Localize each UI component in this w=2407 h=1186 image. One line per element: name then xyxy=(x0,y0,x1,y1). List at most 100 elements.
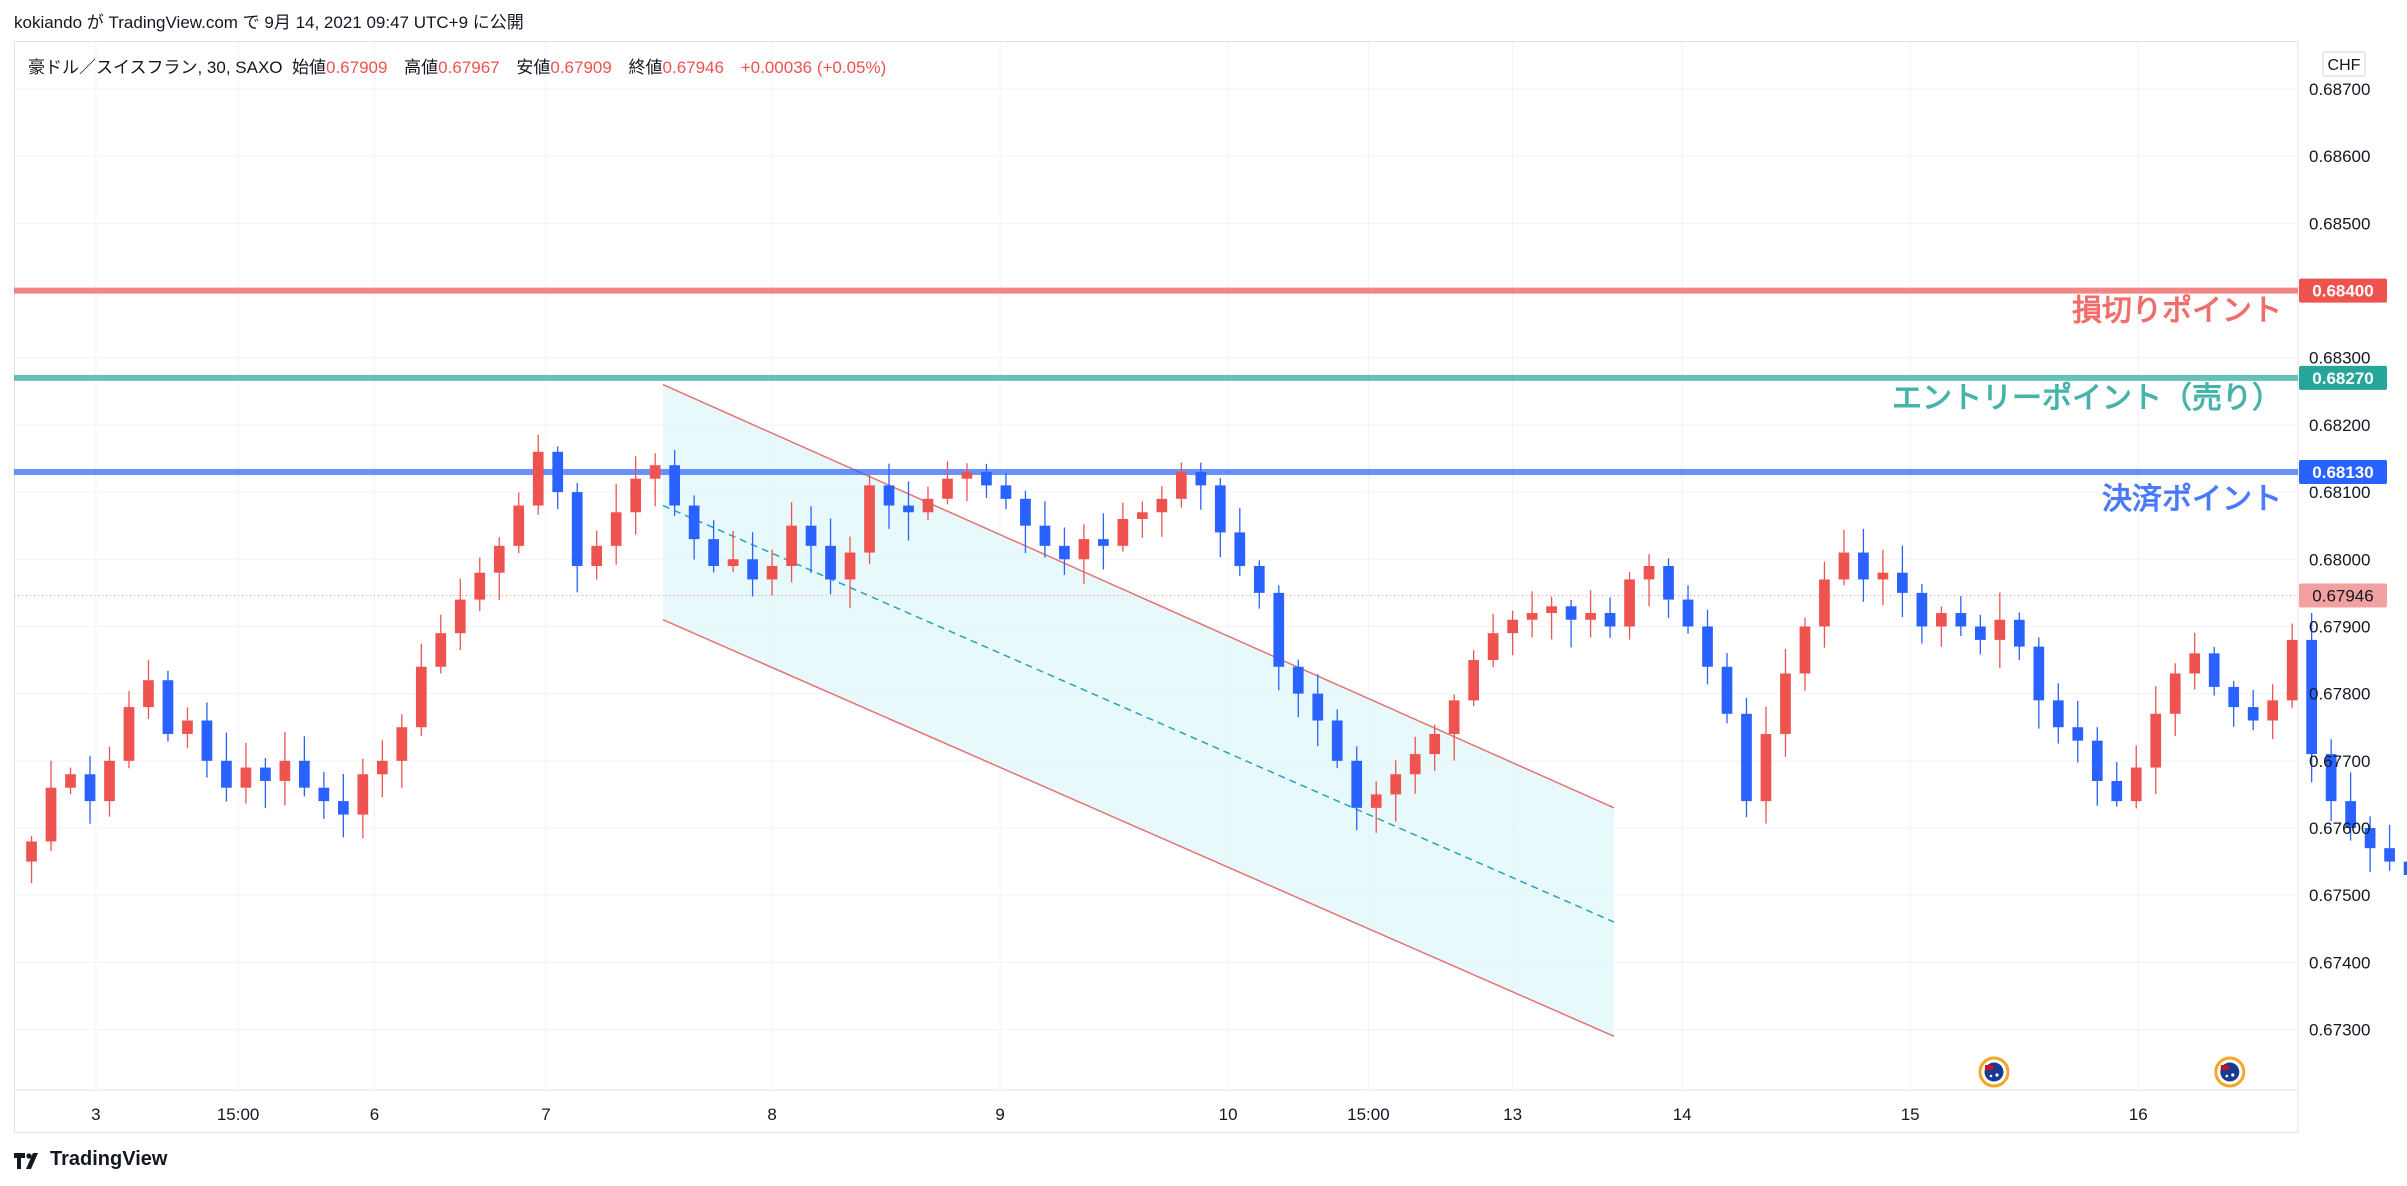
candle-body xyxy=(2403,861,2407,876)
candle-body xyxy=(1838,552,1850,580)
price-tick-label: 0.67300 xyxy=(2309,1021,2370,1040)
candle-body xyxy=(2013,619,2025,647)
candle-body xyxy=(2033,646,2045,701)
publish-info: kokiando が TradingView.com で 9月 14, 2021… xyxy=(14,13,524,32)
candle-body xyxy=(1526,613,1538,620)
candle-body xyxy=(903,505,914,513)
candle-body xyxy=(766,566,778,580)
candle-body xyxy=(1078,539,1090,560)
take-profit-price-tag[interactable] xyxy=(2299,459,2387,484)
tradingview-logo[interactable]: TradingView xyxy=(14,1148,167,1171)
candle-body xyxy=(1039,525,1051,546)
candle-body xyxy=(1390,774,1402,795)
time-tick-label: 9 xyxy=(995,1105,1004,1124)
candle-body xyxy=(162,680,174,734)
time-tick-label: 16 xyxy=(2129,1105,2148,1124)
candle-body xyxy=(84,774,96,802)
candle-body xyxy=(591,545,603,566)
candle-body xyxy=(1117,518,1129,546)
time-tick-label: 10 xyxy=(1219,1105,1238,1124)
candle-body xyxy=(2091,740,2103,781)
candle-body xyxy=(1994,619,2006,640)
candle-body xyxy=(1136,512,1148,519)
candle-body xyxy=(1897,572,1908,593)
candle-body xyxy=(143,680,154,708)
entry-annotation: エントリーポイント（売り） xyxy=(1892,381,2282,415)
candle-body xyxy=(1916,592,1928,627)
price-tick-label: 0.67600 xyxy=(2309,819,2370,838)
candle-body xyxy=(1741,713,1752,802)
candle-body xyxy=(1643,566,1655,580)
flag-union-icon xyxy=(2220,1065,2229,1070)
time-tick-label: 15 xyxy=(1901,1105,1920,1124)
candle-body xyxy=(1331,720,1343,761)
channel-upper-line[interactable] xyxy=(662,383,1615,809)
flag-union-icon xyxy=(1984,1065,1993,1070)
price-tick-label: 0.68000 xyxy=(2309,550,2370,569)
symbol-title[interactable]: 豪ドル／スイスフラン, 30, SAXO xyxy=(28,58,283,77)
candle-body xyxy=(532,451,544,506)
candle-body xyxy=(240,767,252,788)
high-label: 高値 xyxy=(404,58,439,77)
time-tick-label: 8 xyxy=(767,1105,776,1124)
candle-body xyxy=(396,727,408,761)
low-value: 0.67909 xyxy=(550,58,612,77)
last-price-label: 0.67946 xyxy=(2312,587,2373,606)
channel-fill xyxy=(662,384,1614,1037)
high-value: 0.67967 xyxy=(438,58,500,77)
brand-name: TradingView xyxy=(50,1148,168,1170)
stop-loss-price-tag[interactable] xyxy=(2299,278,2387,303)
candle-body xyxy=(1175,471,1187,499)
change-value: +0.00036 (+0.05%) xyxy=(740,58,887,77)
candle-body xyxy=(610,512,622,546)
price-tick-label: 0.68500 xyxy=(2309,214,2370,233)
candle-body xyxy=(104,760,115,802)
candle-body xyxy=(2072,727,2084,741)
price-tick-label: 0.67900 xyxy=(2309,617,2370,636)
price-tick-label: 0.68600 xyxy=(2309,147,2370,166)
candle-body xyxy=(1059,545,1070,560)
candle-body xyxy=(1273,592,1285,667)
candle-body xyxy=(1468,660,1480,701)
candle-body xyxy=(2052,700,2064,728)
flag-star-icon xyxy=(2231,1073,2235,1077)
time-tick-label: 6 xyxy=(370,1105,379,1124)
candle-body xyxy=(2345,801,2356,828)
open-value: 0.67909 xyxy=(325,58,388,77)
candle-body xyxy=(376,760,388,775)
ohlc-legend: 豪ドル／スイスフラン, 30, SAXO 始値0.67909 高値0.67967… xyxy=(28,53,898,78)
candle-body xyxy=(981,471,992,486)
channel-lower-line[interactable] xyxy=(662,619,1615,1037)
candle-body xyxy=(2325,754,2337,802)
time-tick-label: 3 xyxy=(91,1105,100,1124)
candle-body xyxy=(1312,693,1324,721)
candle-body xyxy=(26,841,37,862)
candle-body xyxy=(1546,606,1557,614)
candle-body xyxy=(201,720,213,761)
candle-body xyxy=(825,545,836,580)
candle-body xyxy=(415,666,427,728)
candle-body xyxy=(1682,599,1694,627)
price-tick-label: 0.68300 xyxy=(2309,349,2370,368)
price-tick-label: 0.67800 xyxy=(2309,685,2370,704)
candle-body xyxy=(1253,566,1265,593)
candle-body xyxy=(1799,626,1811,674)
stop-loss-annotation: 損切りポイント xyxy=(2072,295,2282,328)
candle-body xyxy=(883,485,895,506)
chart-pane[interactable] xyxy=(14,41,2298,1133)
currency-badge[interactable] xyxy=(2322,51,2366,77)
entry-price-tag[interactable] xyxy=(2299,365,2387,390)
candle-body xyxy=(571,492,583,566)
candle-body xyxy=(357,774,369,815)
candle-body xyxy=(1974,626,1986,640)
flag-star-icon xyxy=(2225,1074,2229,1078)
stop-loss-price-label: 0.68400 xyxy=(2312,282,2373,301)
entry-price-label: 0.68270 xyxy=(2312,369,2373,388)
candle-body xyxy=(65,774,76,788)
candle-body xyxy=(2208,653,2220,687)
channel-mid-line[interactable] xyxy=(662,504,1615,923)
candle-body xyxy=(1409,754,1421,775)
close-value: 0.67946 xyxy=(662,58,724,77)
candle-body xyxy=(649,465,661,479)
